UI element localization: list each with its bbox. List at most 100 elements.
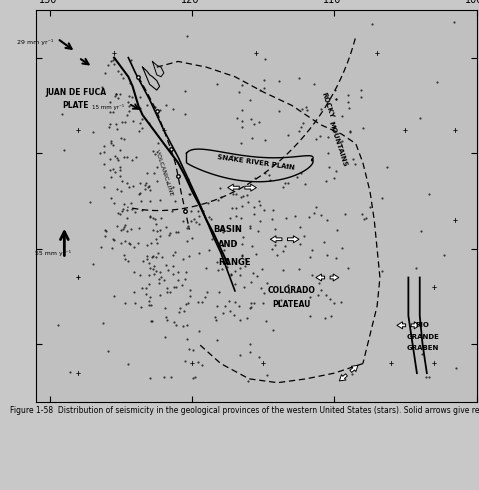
Point [238,215,245,222]
Point [129,182,137,190]
Point [203,288,211,296]
Point [308,271,316,279]
Point [332,95,340,103]
Point [195,220,203,228]
Point [98,83,106,91]
Point [247,96,254,104]
Point [296,265,303,272]
Point [232,183,240,191]
Point [146,374,153,382]
Point [263,279,271,287]
Point [232,190,240,197]
Point [181,307,188,315]
Point [214,196,222,204]
Point [239,233,247,241]
Point [265,171,273,179]
Point [105,123,113,131]
Point [157,214,165,221]
Point [332,95,340,103]
Point [152,220,160,227]
Point [184,222,192,230]
Point [344,98,352,106]
Point [360,216,367,223]
Point [185,252,193,260]
Point [213,258,221,266]
Point [161,334,169,342]
Point [344,264,352,271]
Point [260,289,267,297]
Point [104,347,112,355]
Point [163,178,171,186]
Point [268,215,276,222]
Point [324,149,332,157]
Point [325,163,333,171]
Point [174,276,182,284]
Point [279,247,287,255]
Point [170,105,177,113]
Point [261,170,269,177]
Point [153,253,160,261]
Point [322,291,330,298]
Point [433,78,441,86]
Point [213,80,220,88]
Point [162,314,170,321]
Point [136,189,144,196]
Point [303,106,310,114]
Text: +: + [76,273,81,282]
Point [148,301,155,309]
Point [156,196,163,203]
Point [229,190,237,197]
Point [153,163,161,171]
Point [337,298,344,306]
Point [271,225,279,233]
Point [260,76,268,84]
Text: +: + [453,216,458,224]
Point [258,265,266,272]
Text: MOUNTAINS: MOUNTAINS [327,120,347,167]
Point [228,270,235,278]
Point [107,137,114,145]
Point [90,128,97,136]
Point [321,314,329,322]
Point [117,187,125,195]
Point [363,215,370,222]
Point [108,173,115,181]
Point [175,308,182,316]
Point [218,266,226,273]
Point [176,304,184,312]
Point [143,252,151,260]
Point [317,273,325,281]
Point [102,226,109,234]
Point [295,127,303,135]
Point [125,92,132,100]
Point [295,74,303,82]
Point [126,79,134,87]
Point [332,254,340,262]
Text: +: + [190,359,195,368]
Point [239,252,246,260]
Point [146,259,153,267]
Point [277,296,285,304]
Point [238,202,246,210]
Point [257,284,265,292]
Point [270,326,277,334]
Point [302,103,310,111]
Text: ROCKY: ROCKY [320,92,334,119]
Point [154,139,162,147]
Point [238,81,246,89]
Point [317,105,325,113]
Text: PLATE: PLATE [62,101,89,110]
Point [145,182,153,190]
Point [219,310,227,318]
Point [152,235,160,243]
Point [194,207,202,215]
Point [184,299,192,307]
Point [256,217,263,224]
Point [241,262,249,270]
Point [239,192,247,200]
Point [450,18,458,25]
Point [179,322,186,330]
Point [138,206,146,214]
Point [151,150,159,158]
Point [183,336,191,343]
